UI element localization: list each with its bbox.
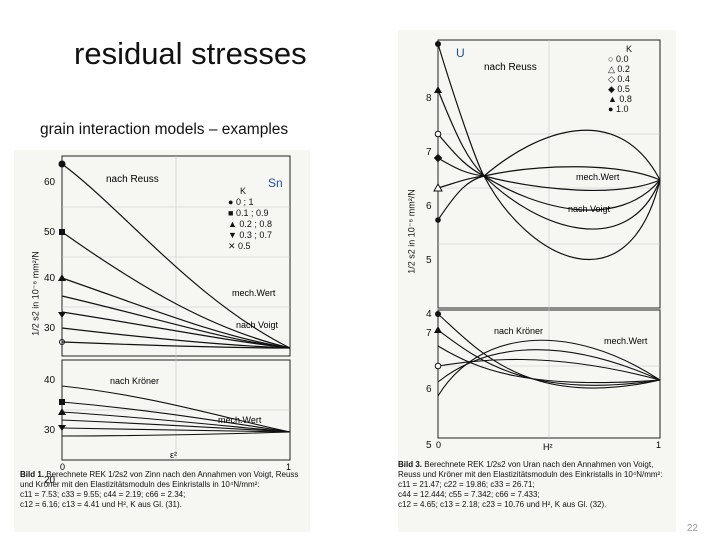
left-lower-curves	[61, 385, 291, 437]
curve-mech	[61, 311, 291, 349]
lower-curve-5	[61, 427, 291, 433]
left-yticks-upper: 60 50 40 30	[44, 158, 55, 354]
right-lower-markers	[434, 311, 442, 370]
label-nach-reuss: nach Reuss	[106, 174, 159, 185]
label-mech-wert-upper: mech.Wert	[576, 172, 620, 182]
left-xtick-0: 0	[60, 462, 66, 472]
slide-title: residual stresses	[74, 36, 307, 71]
right-upper-markers	[433, 41, 443, 223]
left-yticks-lower: 40 30 20	[44, 356, 55, 506]
right-yticks-upper: 8 7 6 5 4	[426, 72, 432, 342]
legend-item: ● 0 ; 1	[228, 197, 254, 207]
curve-k02	[437, 89, 661, 230]
lower-curve-1	[61, 385, 291, 433]
right-upper-curves	[437, 43, 661, 260]
legend-title: K	[240, 186, 247, 196]
ytick: 40	[44, 273, 56, 284]
ytick: 20	[44, 475, 56, 486]
legend-item: ● 1.0	[608, 104, 629, 114]
ytick: 30	[44, 323, 56, 334]
curve-k05	[437, 157, 661, 191]
legend-item: ✕ 0.5	[228, 241, 251, 251]
legend-item: ▲ 0.8	[608, 94, 632, 104]
right-figure-tag: U	[456, 46, 465, 60]
left-ylabel: 1/2 s2 in 10⁻⁶ mm²/N	[30, 251, 41, 336]
curve-k00	[437, 43, 661, 260]
label-nach-voigt: nach Voigt	[568, 204, 611, 214]
left-lower-markers	[58, 399, 66, 431]
curve-k08	[437, 166, 661, 189]
curve-k02	[61, 277, 291, 349]
left-upper-curves	[61, 163, 291, 349]
right-legend: K ○ 0.0 △ 0.2 ◇ 0.4 ◆ 0.5 ▲ 0.8 ● 1.0	[608, 44, 632, 114]
ytick: 4	[426, 309, 432, 320]
left-caption: Bild 1. Berechnete REK 1/2s2 von Zinn na…	[20, 470, 299, 509]
marker-k03	[58, 312, 66, 318]
right-yticks-lower: 7 6 5	[426, 306, 432, 474]
curve-k04	[437, 133, 661, 211]
marker-k01	[59, 229, 65, 235]
lower-curve-2	[61, 401, 291, 433]
label-mech-wert-lower: mech.Wert	[604, 336, 648, 346]
legend-item: ◇ 0.4	[608, 74, 630, 84]
ytick: 6	[426, 201, 432, 212]
right-xlabel: H²	[543, 442, 553, 452]
ytick: 7	[426, 328, 432, 339]
ytick: 5	[426, 440, 432, 451]
legend-item: ▼ 0.3 ; 0.7	[228, 230, 272, 240]
right-figure: 8 7 6 5 4 7 6 5 1/2 s2 in 10⁻⁶ mm²/N 0 1…	[398, 30, 676, 532]
right-xtick-1: 1	[656, 440, 662, 450]
left-figure: 60 50 40 30 40 30 20 1/2 s2 in 10⁻⁶ mm²/…	[14, 150, 310, 532]
legend-item: ○ 0.0	[608, 54, 629, 64]
ytick: 7	[426, 147, 432, 158]
label-nach-reuss: nach Reuss	[484, 62, 537, 73]
ytick: 5	[426, 255, 432, 266]
legend-item: ◆ 0.5	[608, 84, 630, 94]
left-legend: K ● 0 ; 1 ■ 0.1 ; 0.9 ▲ 0.2 ; 0.8 ▼ 0.3 …	[228, 186, 272, 252]
right-xtick-0: 0	[436, 440, 442, 450]
curve-reuss	[61, 163, 291, 349]
curve-k01	[61, 231, 291, 349]
right-gridlines	[438, 40, 660, 438]
curve-k05	[61, 341, 291, 349]
ytick: 30	[44, 425, 56, 436]
left-xtick-1: 1	[286, 462, 292, 472]
ytick: 6	[426, 384, 432, 395]
curve-k10	[437, 129, 661, 221]
label-nach-kroner: nach Kröner	[494, 326, 544, 336]
lower-curve-6	[61, 431, 291, 437]
label-nach-kroner: nach Kröner	[110, 376, 160, 386]
curve-voigt	[61, 327, 291, 349]
lower-curve-3	[61, 411, 291, 433]
right-lower-curves	[437, 313, 661, 397]
ytick: 40	[44, 375, 56, 386]
right-figure-plot	[433, 39, 661, 439]
legend-item: △ 0.2	[608, 64, 630, 74]
label-mech-wert-upper: mech.Wert	[232, 288, 276, 298]
label-mech-wert-lower: mech.Wert	[218, 415, 262, 425]
left-figure-plot	[58, 155, 291, 461]
lower-curve-4	[61, 419, 291, 433]
slide-number: 22	[686, 523, 698, 534]
ytick: 60	[44, 177, 56, 188]
legend-title: K	[626, 44, 633, 54]
marker-k02	[58, 274, 66, 281]
marker-k0	[58, 160, 66, 168]
right-ylabel: 1/2 s2 in 10⁻⁶ mm²/N	[406, 189, 417, 274]
marker-k05	[59, 339, 65, 345]
left-xlabel: ε²	[170, 450, 178, 460]
left-figure-tag: Sn	[268, 176, 283, 190]
slide-subtitle: grain interaction models – examples	[40, 121, 289, 138]
left-gridlines	[62, 156, 290, 460]
label-nach-voigt: nach Voigt	[236, 320, 279, 330]
legend-item: ■ 0.1 ; 0.9	[228, 208, 269, 218]
legend-item: ▲ 0.2 ; 0.8	[228, 219, 272, 229]
ytick: 50	[44, 227, 56, 238]
right-caption: Bild 3. Berechnete REK 1/2s2 von Uran na…	[398, 460, 663, 509]
ytick: 8	[426, 93, 432, 104]
left-upper-markers	[58, 160, 66, 345]
